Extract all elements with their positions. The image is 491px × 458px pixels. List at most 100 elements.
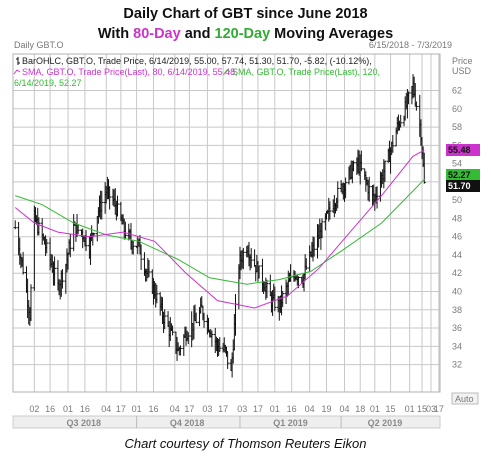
unit-label: USD	[452, 66, 472, 76]
x-tick-label: 03	[202, 404, 212, 414]
ohlc-bar	[100, 190, 104, 220]
x-tick-label: 01	[370, 404, 380, 414]
axes: 3234363840424446485052545658606202160116…	[12, 53, 462, 429]
chart-credit: Chart courtesy of Thomson Reuters Eikon	[124, 436, 367, 451]
x-tick-label: 19	[322, 404, 332, 414]
quarter-label: Q4 2018	[170, 418, 205, 428]
y-tick-label: 48	[452, 213, 462, 223]
quarter-band	[12, 415, 441, 429]
ohlc-bar	[13, 220, 17, 230]
grid	[13, 54, 440, 392]
auto-button[interactable]: Auto	[451, 392, 479, 405]
price-label: Price	[452, 56, 473, 66]
ohlc-bar	[226, 351, 230, 369]
ohlc-bar	[308, 245, 312, 272]
x-tick-label: 17	[253, 404, 263, 414]
x-tick-label: 16	[148, 404, 158, 414]
ohlc-bar	[253, 249, 257, 267]
ohlc-bar	[375, 186, 379, 209]
y-tick-label: 46	[452, 232, 462, 242]
x-tick-label: 01	[405, 404, 415, 414]
auto-label[interactable]: Auto	[455, 394, 474, 404]
ohlc-bar	[399, 114, 403, 128]
ohlc-bar	[37, 217, 41, 236]
ohlc-bar	[108, 186, 112, 210]
x-tick-label: 17	[116, 404, 126, 414]
x-tick-label: 16	[80, 404, 90, 414]
title-120-day: 120-Day	[214, 26, 271, 42]
ohlc-bar	[171, 325, 175, 336]
ohlc-bar	[72, 214, 76, 252]
ohlc-bar	[29, 284, 33, 322]
y-tick-label: 40	[452, 287, 462, 297]
date-range-label: 6/15/2018 - 7/3/2019	[369, 40, 452, 50]
ohlc-bar	[328, 201, 332, 220]
ohlc-bar	[210, 330, 214, 347]
sma-line-icon	[223, 69, 231, 75]
tag-sma120-bg	[446, 169, 480, 181]
title-moving-averages: Moving Averages	[270, 26, 394, 42]
ohlc-bar	[53, 256, 57, 286]
ohlc-bar	[367, 176, 371, 202]
y-tick-label: 32	[452, 360, 462, 370]
y-tick-label: 62	[452, 86, 462, 96]
x-tick-label: 01	[63, 404, 73, 414]
y-tick-label: 44	[452, 250, 462, 260]
ohlc-bar	[194, 312, 198, 324]
ohlc-bar	[414, 101, 418, 111]
y-tick-label: 60	[452, 104, 462, 114]
y-tick-label: 38	[452, 305, 462, 315]
ohlc-bar	[155, 284, 159, 304]
ohlc-bar	[139, 244, 143, 271]
ohlc-bar	[202, 312, 206, 328]
ohlc-bar-icon	[16, 57, 20, 65]
sma-120-line	[15, 179, 425, 285]
x-tick-label: 17	[434, 404, 444, 414]
ohlc-bar	[257, 265, 261, 279]
ohlc-bar	[241, 247, 245, 270]
x-tick-label: 01	[270, 404, 280, 414]
x-tick-label: 16	[287, 404, 297, 414]
ohlc-bar	[123, 221, 127, 240]
legend-sma120-b: 6/14/2019, 52.27	[14, 78, 82, 88]
auto-button-frame[interactable]	[451, 392, 479, 405]
x-tick-label: 04	[101, 404, 111, 414]
tag-sma80: 55.48	[448, 145, 471, 155]
ohlc-bar	[265, 279, 269, 298]
x-tick-label: 04	[170, 404, 180, 414]
title-80-day: 80-Day	[133, 26, 181, 42]
ohlc-bar	[320, 218, 324, 239]
title-line-1: Daily Chart of GBT since June 2018	[123, 6, 368, 22]
x-tick-label: 02	[29, 404, 39, 414]
y-tick-label: 36	[452, 323, 462, 333]
ohlc-bar	[312, 237, 316, 257]
legend-ohlc: BarOHLC, GBT.O, Trade Price, 6/14/2019, …	[22, 56, 372, 66]
y-tick-label: 42	[452, 268, 462, 278]
ohlc-bar	[68, 233, 72, 258]
y-tick-label: 58	[452, 122, 462, 132]
ohlc-bar	[116, 195, 120, 217]
ohlc-bar	[281, 290, 285, 308]
ohlc-bar	[336, 181, 340, 209]
x-tick-label: 01	[132, 404, 142, 414]
ohlc-bars	[13, 74, 426, 378]
title-line-2: With 80-Day and 120-Day Moving Averages	[0, 24, 491, 44]
last-value-tags: 55.48 52.27 51.70	[446, 144, 480, 192]
x-tick-label: 04	[305, 404, 315, 414]
ohlc-bar	[359, 150, 363, 172]
y-tick-label: 54	[452, 159, 462, 169]
ohlc-bar	[131, 241, 135, 255]
ohlc-bar	[304, 258, 308, 270]
ohlc-bar	[344, 177, 348, 199]
x-tick-label: 15	[417, 404, 427, 414]
ohlc-bar	[40, 218, 44, 245]
ohlc-bar	[21, 251, 25, 275]
x-tick-label: 03	[426, 404, 436, 414]
tag-last-bg	[446, 180, 480, 192]
x-tick-label: 16	[45, 404, 55, 414]
tag-sma80-bg	[446, 144, 480, 156]
y-tick-label: 50	[452, 195, 462, 205]
tag-last-close: 51.70	[448, 181, 471, 191]
ohlc-bar	[391, 134, 395, 153]
